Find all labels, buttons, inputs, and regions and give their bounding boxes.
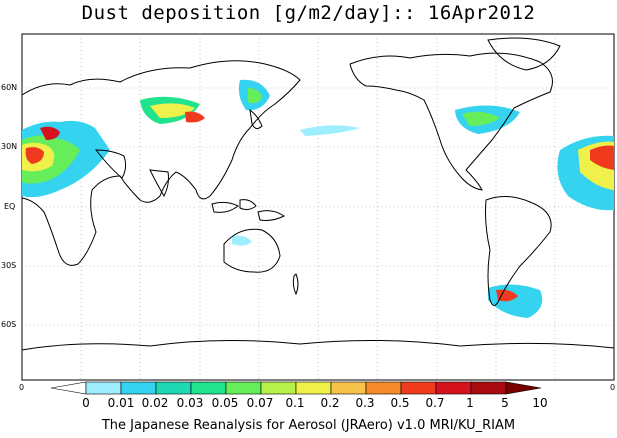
- colorbar-label-0.2: 0.2: [320, 396, 340, 410]
- colorbar-cell: [85, 381, 122, 395]
- colorbar-left-edge-label: 0: [19, 383, 25, 392]
- colorbar-cell: [155, 381, 192, 395]
- colorbar-label-0.05: 0.05: [211, 396, 239, 410]
- colorbar-cell: [330, 381, 367, 395]
- colorbar-label-5: 5: [501, 396, 509, 410]
- colorbar-label-0.02: 0.02: [141, 396, 169, 410]
- lat-label-eq: EQ: [4, 202, 16, 211]
- colorbar: [50, 381, 542, 395]
- colorbar-cell: [225, 381, 262, 395]
- colorbar-label-0.3: 0.3: [355, 396, 375, 410]
- colorbar-cell: [435, 381, 472, 395]
- colorbar-label-0.03: 0.03: [176, 396, 204, 410]
- colorbar-cell: [260, 381, 297, 395]
- dust-field: [22, 79, 614, 318]
- colorbar-label-0.7: 0.7: [425, 396, 445, 410]
- colorbar-label-0.5: 0.5: [390, 396, 410, 410]
- colorbar-cell: [400, 381, 437, 395]
- colorbar-cell-over: [505, 381, 542, 395]
- lat-label-60n: 60N: [1, 83, 18, 92]
- colorbar-cell: [190, 381, 227, 395]
- colorbar-cell: [295, 381, 332, 395]
- colorbar-cell: [470, 381, 507, 395]
- lat-label-30s: 30S: [1, 261, 17, 270]
- colorbar-cell-under: [50, 381, 87, 395]
- graticule: [22, 34, 614, 380]
- coastlines: [21, 37, 615, 351]
- lat-label-30n: 30N: [1, 142, 18, 151]
- colorbar-label-1: 1: [466, 396, 474, 410]
- colorbar-cell: [365, 381, 402, 395]
- colorbar-label-0: 0: [82, 396, 90, 410]
- colorbar-right-edge-label: 0: [610, 383, 616, 392]
- colorbar-label-10: 10: [532, 396, 548, 410]
- colorbar-label-0.1: 0.1: [285, 396, 305, 410]
- colorbar-cell: [120, 381, 157, 395]
- colorbar-label-0.01: 0.01: [107, 396, 135, 410]
- lat-label-60s: 60S: [1, 320, 17, 329]
- colorbar-label-0.07: 0.07: [246, 396, 274, 410]
- map-title: Dust deposition [g/m2/day]:: 16Apr2012: [81, 2, 536, 24]
- footer-credit: The Japanese Reanalysis for Aerosol (JRA…: [101, 418, 516, 433]
